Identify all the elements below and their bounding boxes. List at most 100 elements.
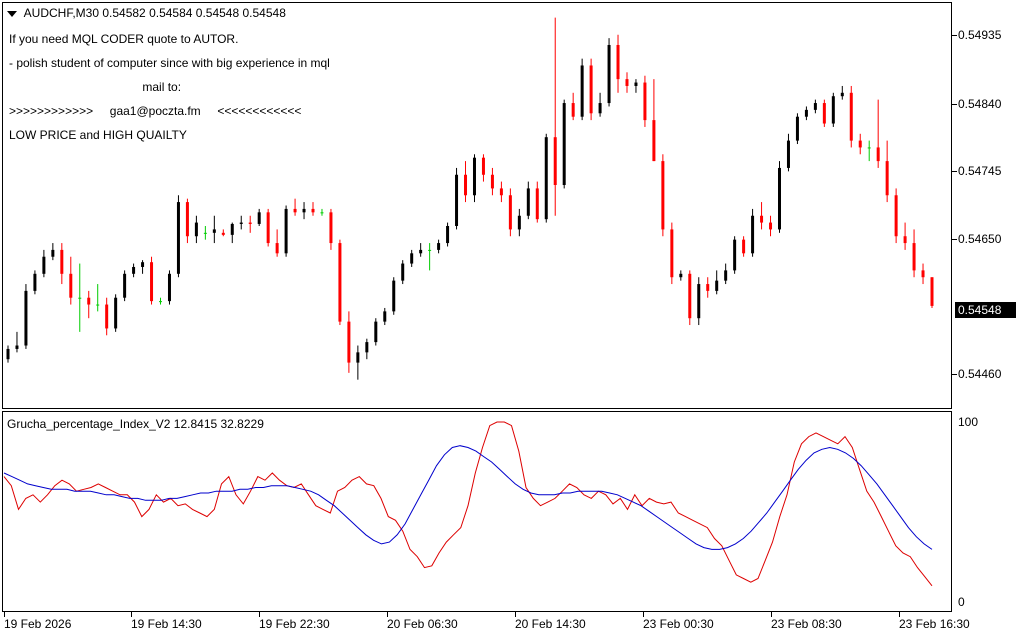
price-label: 0.54935 bbox=[958, 28, 1002, 42]
time-tick bbox=[387, 612, 388, 617]
candle-body bbox=[338, 243, 342, 322]
candle-body bbox=[257, 212, 261, 224]
price-tick bbox=[952, 104, 957, 105]
candle-body bbox=[813, 103, 817, 110]
time-tick bbox=[515, 612, 516, 617]
caret-down-icon[interactable] bbox=[7, 10, 17, 17]
candle-body bbox=[795, 116, 799, 141]
candle-body bbox=[571, 103, 575, 117]
candle-body bbox=[634, 82, 638, 86]
symbol-header[interactable]: AUDCHF,M30 0.54582 0.54584 0.54548 0.545… bbox=[7, 6, 286, 20]
index-line bbox=[3, 421, 933, 587]
time-tick bbox=[771, 612, 772, 617]
candle-body bbox=[248, 222, 252, 224]
candle-body bbox=[562, 103, 566, 186]
candle-body bbox=[840, 92, 844, 97]
current-price-badge: 0.54548 bbox=[955, 302, 1016, 318]
candle-body bbox=[365, 342, 369, 353]
candle-body bbox=[60, 249, 64, 274]
candle-body bbox=[87, 297, 91, 305]
candle-body bbox=[544, 137, 548, 220]
candle-body bbox=[185, 202, 189, 237]
candle-body bbox=[401, 263, 405, 281]
candle-body bbox=[132, 266, 136, 274]
candle-body bbox=[419, 249, 423, 254]
candle-body bbox=[69, 273, 73, 298]
candle-body bbox=[150, 262, 154, 302]
candle-body bbox=[903, 236, 907, 244]
candle-body bbox=[894, 195, 898, 237]
candle-body bbox=[831, 96, 835, 124]
candle-body bbox=[517, 215, 521, 230]
candle-body bbox=[24, 290, 28, 346]
candle-body bbox=[499, 188, 503, 196]
candle-body bbox=[302, 208, 306, 213]
candle-body bbox=[446, 225, 450, 244]
candle-body bbox=[383, 311, 387, 322]
time-tick bbox=[4, 612, 5, 617]
price-scale[interactable]: 0.54935 0.54840 0.54745 0.54650 0.54460 bbox=[952, 2, 1024, 409]
candle-body bbox=[347, 321, 351, 363]
candle-body bbox=[284, 208, 288, 254]
candle-body bbox=[42, 256, 46, 274]
candle-body bbox=[786, 140, 790, 168]
candle-body bbox=[876, 147, 880, 162]
candle-body bbox=[733, 239, 737, 271]
candle-body bbox=[159, 301, 163, 303]
time-label: 23 Feb 08:30 bbox=[771, 617, 842, 631]
candle-body bbox=[715, 280, 719, 291]
candle-body bbox=[464, 174, 468, 196]
time-tick bbox=[643, 612, 644, 617]
candle-body bbox=[15, 345, 19, 349]
time-tick bbox=[259, 612, 260, 617]
candle-body bbox=[652, 120, 656, 162]
price-tick bbox=[952, 374, 957, 375]
candle-body bbox=[212, 229, 216, 233]
candle-body bbox=[643, 82, 647, 121]
candle-body bbox=[616, 44, 620, 80]
candle-body bbox=[751, 215, 755, 254]
candle-body bbox=[481, 157, 485, 175]
candle-body bbox=[437, 243, 441, 250]
indicator-pane[interactable]: Grucha_percentage_Index_V2 12.8415 32.82… bbox=[2, 411, 952, 612]
candle-body bbox=[777, 167, 781, 230]
candle-body bbox=[230, 223, 234, 235]
price-chart-pane[interactable]: AUDCHF,M30 0.54582 0.54584 0.54548 0.545… bbox=[2, 2, 952, 409]
candle-body bbox=[589, 65, 593, 114]
candle-body bbox=[329, 212, 333, 244]
candle-body bbox=[858, 140, 862, 148]
candle-body bbox=[804, 109, 808, 117]
candle-body bbox=[293, 208, 297, 213]
candle-body bbox=[697, 284, 701, 319]
candle-body bbox=[724, 270, 728, 281]
candle-body bbox=[472, 157, 476, 196]
candle-body bbox=[867, 147, 871, 149]
time-label: 19 Feb 22:30 bbox=[259, 617, 330, 631]
candle-body bbox=[356, 352, 360, 363]
candle-body bbox=[706, 284, 710, 291]
price-tick bbox=[952, 171, 957, 172]
candle-body bbox=[670, 229, 674, 278]
candle-body bbox=[822, 103, 826, 124]
time-label: 23 Feb 00:30 bbox=[643, 617, 714, 631]
candle-body bbox=[921, 270, 925, 278]
time-label: 19 Feb 14:30 bbox=[131, 617, 202, 631]
indicator-scale[interactable]: 100 0 bbox=[952, 411, 1024, 612]
candle-body bbox=[742, 239, 746, 254]
candle-body bbox=[455, 174, 459, 226]
candle-body bbox=[679, 273, 683, 278]
candle-body bbox=[508, 195, 512, 230]
indicator-title: Grucha_percentage_Index_V2 12.8415 32.82… bbox=[7, 417, 264, 431]
candle-body bbox=[769, 222, 773, 230]
time-label: 20 Feb 06:30 bbox=[387, 617, 458, 631]
time-tick bbox=[899, 612, 900, 617]
signal-line bbox=[3, 445, 933, 550]
candle-body bbox=[51, 249, 55, 257]
candle-body bbox=[374, 321, 378, 343]
candle-body bbox=[410, 253, 414, 264]
candle-body bbox=[598, 103, 602, 114]
candle-body bbox=[176, 202, 180, 274]
candle-body bbox=[266, 212, 270, 244]
candle-body bbox=[930, 277, 934, 306]
